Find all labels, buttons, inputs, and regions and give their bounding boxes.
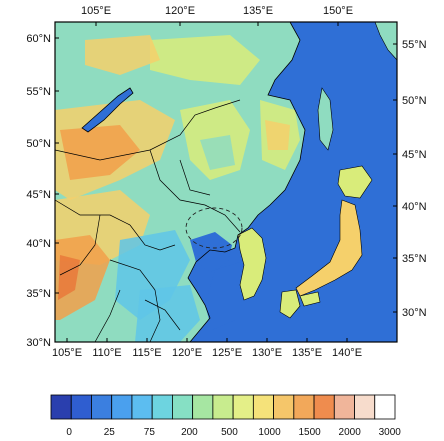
boundary-line: [55, 99, 241, 161]
siberian-hills: [150, 35, 260, 85]
left-tick-label: 45°N: [26, 189, 51, 201]
colorbar-label: 3000: [379, 427, 402, 438]
left-tick-label: 35°N: [26, 288, 51, 300]
western-peaks: [58, 255, 80, 300]
korean-peninsula: [237, 227, 267, 301]
bottom-tick-label: 110°E: [92, 347, 121, 359]
boundary-line: [94, 289, 121, 342]
boundary-line: [179, 159, 211, 196]
colorbar-swatch: [151, 394, 173, 420]
colorbar-label: 0: [66, 427, 72, 438]
sikhote-peaks: [265, 120, 290, 150]
yellow-sea: [205, 262, 248, 330]
study-region-circle: [185, 207, 243, 249]
left-tick-label: 60°N: [26, 33, 51, 45]
colorbar-label: 200: [181, 427, 198, 438]
right-tick-label: 50°N: [402, 95, 427, 107]
boundary-line: [55, 199, 131, 226]
colorbar-swatch: [70, 394, 92, 420]
colorbar-label: 1500: [298, 427, 321, 438]
colorbar: 0 25 75 200 500 1000 1500 2000 3000: [50, 394, 402, 438]
sakhalin-island: [317, 87, 334, 151]
map-frame: [54, 21, 398, 343]
colorbar-swatch: [374, 394, 396, 420]
bottom-tick-label: 140°E: [332, 347, 362, 359]
colorbar-label: 500: [221, 427, 238, 438]
right-tick-label: 55°N: [402, 39, 427, 51]
left-tick-label: 30°N: [26, 337, 51, 349]
left-tick-label: 50°N: [26, 138, 51, 150]
boundary-line: [149, 149, 241, 233]
colorbar-swatch: [354, 394, 376, 420]
boundary-line: [129, 224, 176, 251]
bottom-axis: 105°E 110°E 115°E 120°E 125°E 130°E 135°E 140°E: [52, 338, 362, 359]
top-axis: 105°E 120°E 135°E 150°E: [81, 5, 353, 26]
bottom-tick-label: 135°E: [292, 347, 322, 359]
western-highland: [55, 235, 110, 320]
hokkaido-island: [337, 165, 373, 199]
colorbar-swatch: [232, 394, 254, 420]
colorbar-swatch: [273, 394, 295, 420]
right-tick-label: 35°N: [402, 253, 427, 265]
bottom-tick-label: 120°E: [172, 347, 202, 359]
bottom-tick-label: 105°E: [52, 347, 82, 359]
colorbar-swatch: [111, 394, 133, 420]
map-layers: [55, 22, 397, 342]
left-axis: 60°N 55°N 50°N 45°N 40°N 35°N 30°N: [26, 33, 59, 349]
left-tick-label: 55°N: [26, 86, 51, 98]
right-axis: 55°N 50°N 45°N 40°N 35°N 30°N: [393, 39, 427, 319]
honshu-island: [295, 199, 363, 297]
colorbar-label: 2000: [339, 427, 362, 438]
top-tick-label: 120°E: [165, 5, 195, 17]
colorbar-swatch: [131, 394, 153, 420]
songnen-plain: [200, 135, 235, 170]
bohai-sea: [190, 232, 232, 272]
mongolia-highland: [60, 125, 140, 180]
bottom-tick-label: 125°E: [212, 347, 242, 359]
shikoku-island: [299, 291, 321, 307]
colorbar-swatch: [91, 394, 113, 420]
bottom-tick-label: 130°E: [252, 347, 282, 359]
colorbar-swatch: [252, 394, 274, 420]
kyushu-island: [279, 289, 301, 319]
boundary-line: [149, 289, 161, 342]
colorbar-swatch: [313, 394, 335, 420]
left-tick-label: 40°N: [26, 238, 51, 250]
bottom-tick-label: 115°E: [132, 347, 161, 359]
right-tick-label: 40°N: [402, 201, 427, 213]
right-tick-label: 30°N: [402, 307, 427, 319]
colorbar-swatch: [50, 394, 72, 420]
top-tick-label: 150°E: [323, 5, 353, 17]
colorbar-label: 1000: [258, 427, 281, 438]
colorbar-swatch: [212, 394, 234, 420]
right-tick-label: 45°N: [402, 149, 427, 161]
colorbar-swatch: [293, 394, 315, 420]
colorbar-swatch: [172, 394, 194, 420]
lake-baikal: [81, 87, 134, 133]
colorbar-swatch: [192, 394, 214, 420]
colorbar-label: 25: [104, 427, 116, 438]
boundary-line: [144, 299, 181, 331]
siberian-upland: [85, 35, 160, 75]
boundary-line: [109, 259, 156, 291]
colorbar-swatch: [333, 394, 355, 420]
top-tick-label: 105°E: [81, 5, 111, 17]
mainland-coastline: [187, 22, 306, 342]
colorbar-label: 75: [144, 427, 156, 438]
boundary-line: [59, 214, 101, 276]
top-tick-label: 135°E: [243, 5, 273, 17]
kamchatka-coast: [374, 22, 397, 61]
